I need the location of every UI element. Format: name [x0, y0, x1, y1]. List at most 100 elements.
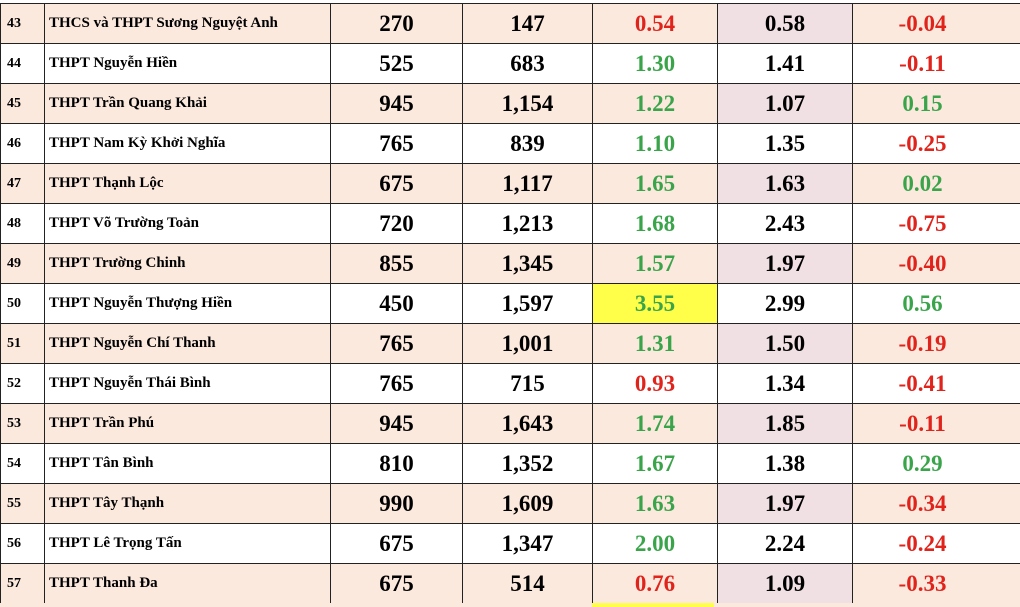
- previous-ratio-cell[interactable]: 1.09: [717, 563, 853, 604]
- quota-cell[interactable]: 525: [330, 43, 463, 84]
- ratio-difference-cell[interactable]: 0.29: [852, 443, 1020, 484]
- ratio-difference-cell[interactable]: -0.34: [852, 483, 1020, 524]
- quota-cell[interactable]: 945: [330, 83, 463, 124]
- registered-cell[interactable]: 514: [462, 563, 593, 604]
- row-number-cell[interactable]: 55: [0, 483, 45, 524]
- previous-ratio-cell[interactable]: 1.07: [717, 83, 853, 124]
- row-number-cell[interactable]: 49: [0, 243, 45, 284]
- ratio-difference-cell[interactable]: -0.04: [852, 3, 1020, 44]
- school-name-cell[interactable]: THPT Trần Quang Khải: [44, 83, 331, 124]
- school-name-cell[interactable]: THPT Tây Thạnh: [44, 483, 331, 524]
- quota-cell[interactable]: 945: [330, 403, 463, 444]
- ratio-difference-cell[interactable]: -0.25: [852, 123, 1020, 164]
- school-name-cell[interactable]: THCS và THPT Sương Nguyệt Anh: [44, 3, 331, 44]
- ratio-cell[interactable]: 0.54: [592, 3, 718, 44]
- quota-cell[interactable]: 675: [330, 523, 463, 564]
- ratio-difference-cell[interactable]: -0.19: [852, 323, 1020, 364]
- ratio-cell[interactable]: 1.68: [592, 203, 718, 244]
- previous-ratio-cell[interactable]: 2.99: [717, 283, 853, 324]
- previous-ratio-cell[interactable]: 2.24: [717, 523, 853, 564]
- ratio-difference-cell[interactable]: -0.11: [852, 403, 1020, 444]
- quota-cell[interactable]: 675: [330, 563, 463, 604]
- ratio-cell[interactable]: 1.74: [592, 403, 718, 444]
- registered-cell[interactable]: 1,345: [462, 243, 593, 284]
- registered-cell[interactable]: 1,609: [462, 483, 593, 524]
- ratio-difference-cell[interactable]: -0.40: [852, 243, 1020, 284]
- previous-ratio-cell[interactable]: 1.85: [717, 403, 853, 444]
- previous-ratio-cell[interactable]: 1.97: [717, 243, 853, 284]
- quota-cell[interactable]: 270: [330, 3, 463, 44]
- quota-cell[interactable]: 765: [330, 323, 463, 364]
- ratio-cell[interactable]: 1.65: [592, 163, 718, 204]
- previous-ratio-cell[interactable]: 1.50: [717, 323, 853, 364]
- ratio-cell[interactable]: 0.76: [592, 563, 718, 604]
- quota-cell[interactable]: 765: [330, 363, 463, 404]
- previous-ratio-cell[interactable]: 1.35: [717, 123, 853, 164]
- registered-cell[interactable]: 1,117: [462, 163, 593, 204]
- school-name-cell[interactable]: THPT Nguyễn Chí Thanh: [44, 323, 331, 364]
- ratio-difference-cell[interactable]: -0.33: [852, 563, 1020, 604]
- quota-cell[interactable]: 765: [330, 123, 463, 164]
- registered-cell[interactable]: 147: [462, 3, 593, 44]
- quota-cell[interactable]: 720: [330, 203, 463, 244]
- row-number-cell[interactable]: 52: [0, 363, 45, 404]
- previous-ratio-cell[interactable]: 1.38: [717, 443, 853, 484]
- ratio-cell[interactable]: 1.31: [592, 323, 718, 364]
- previous-ratio-cell[interactable]: 1.63: [717, 163, 853, 204]
- row-number-cell[interactable]: 45: [0, 83, 45, 124]
- registered-cell[interactable]: 1,352: [462, 443, 593, 484]
- quota-cell[interactable]: 450: [330, 283, 463, 324]
- row-number-cell[interactable]: 57: [0, 563, 45, 604]
- previous-ratio-cell[interactable]: 2.43: [717, 203, 853, 244]
- row-number-cell[interactable]: 54: [0, 443, 45, 484]
- row-number-cell[interactable]: 43: [0, 3, 45, 44]
- row-number-cell[interactable]: 46: [0, 123, 45, 164]
- row-number-cell[interactable]: 44: [0, 43, 45, 84]
- row-number-cell[interactable]: 56: [0, 523, 45, 564]
- row-number-cell[interactable]: 47: [0, 163, 45, 204]
- ratio-cell[interactable]: 1.22: [592, 83, 718, 124]
- ratio-cell[interactable]: 1.57: [592, 243, 718, 284]
- registered-cell[interactable]: 1,213: [462, 203, 593, 244]
- row-number-cell[interactable]: 51: [0, 323, 45, 364]
- ratio-cell[interactable]: 1.30: [592, 43, 718, 84]
- registered-cell[interactable]: 1,001: [462, 323, 593, 364]
- school-name-cell[interactable]: THPT Trần Phú: [44, 403, 331, 444]
- school-name-cell[interactable]: THPT Nam Kỳ Khởi Nghĩa: [44, 123, 331, 164]
- ratio-difference-cell[interactable]: -0.41: [852, 363, 1020, 404]
- ratio-difference-cell[interactable]: 0.56: [852, 283, 1020, 324]
- registered-cell[interactable]: 1,643: [462, 403, 593, 444]
- school-name-cell[interactable]: THPT Võ Trường Toản: [44, 203, 331, 244]
- ratio-cell[interactable]: 1.67: [592, 443, 718, 484]
- previous-ratio-cell[interactable]: 0.58: [717, 3, 853, 44]
- previous-ratio-cell[interactable]: 1.97: [717, 483, 853, 524]
- ratio-cell[interactable]: 2.00: [592, 523, 718, 564]
- school-name-cell[interactable]: THPT Thanh Đa: [44, 563, 331, 604]
- school-name-cell[interactable]: THPT Trường Chinh: [44, 243, 331, 284]
- row-number-cell[interactable]: 48: [0, 203, 45, 244]
- school-name-cell[interactable]: THPT Thạnh Lộc: [44, 163, 331, 204]
- school-name-cell[interactable]: THPT Tân Bình: [44, 443, 331, 484]
- quota-cell[interactable]: 675: [330, 163, 463, 204]
- quota-cell[interactable]: 855: [330, 243, 463, 284]
- quota-cell[interactable]: 810: [330, 443, 463, 484]
- quota-cell[interactable]: 990: [330, 483, 463, 524]
- ratio-difference-cell[interactable]: -0.24: [852, 523, 1020, 564]
- ratio-cell[interactable]: 0.93: [592, 363, 718, 404]
- registered-cell[interactable]: 839: [462, 123, 593, 164]
- previous-ratio-cell[interactable]: 1.34: [717, 363, 853, 404]
- school-name-cell[interactable]: THPT Nguyễn Thượng Hiền: [44, 283, 331, 324]
- registered-cell[interactable]: 1,154: [462, 83, 593, 124]
- row-number-cell[interactable]: 50: [0, 283, 45, 324]
- ratio-cell[interactable]: 1.63: [592, 483, 718, 524]
- registered-cell[interactable]: 1,347: [462, 523, 593, 564]
- ratio-difference-cell[interactable]: -0.11: [852, 43, 1020, 84]
- school-name-cell[interactable]: THPT Nguyễn Hiền: [44, 43, 331, 84]
- registered-cell[interactable]: 683: [462, 43, 593, 84]
- ratio-cell[interactable]: 1.10: [592, 123, 718, 164]
- ratio-difference-cell[interactable]: 0.15: [852, 83, 1020, 124]
- school-name-cell[interactable]: THPT Lê Trọng Tấn: [44, 523, 331, 564]
- previous-ratio-cell[interactable]: 1.41: [717, 43, 853, 84]
- school-name-cell[interactable]: THPT Nguyễn Thái Bình: [44, 363, 331, 404]
- registered-cell[interactable]: 1,597: [462, 283, 593, 324]
